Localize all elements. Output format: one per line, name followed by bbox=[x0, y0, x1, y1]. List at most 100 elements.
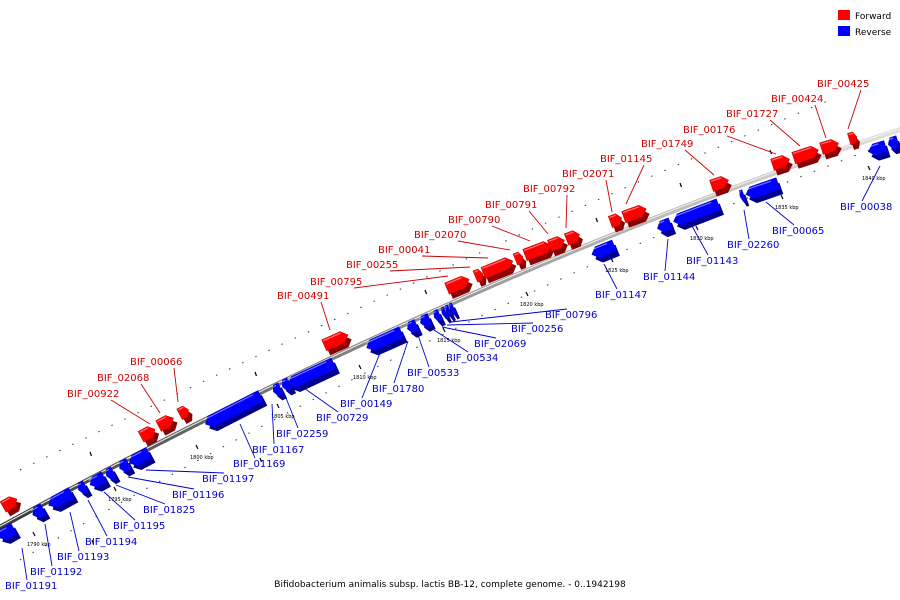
leader-bif-00038 bbox=[861, 165, 881, 202]
major-tick bbox=[254, 371, 258, 377]
gene-bif-01780[interactable] bbox=[405, 319, 423, 340]
scale-label-1835-kbp: 1835 kbp bbox=[775, 205, 799, 211]
gene-bif-00791[interactable] bbox=[547, 234, 570, 257]
gene-bif-02071[interactable] bbox=[607, 212, 627, 233]
gene-bif-00922[interactable] bbox=[137, 423, 162, 447]
gene-bif-00149[interactable] bbox=[364, 326, 408, 358]
gene-bif-01749[interactable] bbox=[709, 174, 734, 197]
gene-bif-02070[interactable] bbox=[512, 250, 528, 270]
label-bif-02071: BIF_02071 bbox=[562, 169, 614, 180]
scale-dots-upper bbox=[19, 99, 831, 471]
label-bif-00424: BIF_00424 bbox=[771, 94, 823, 105]
gene-layer bbox=[0, 131, 900, 548]
gene-bif-00041[interactable] bbox=[480, 255, 519, 284]
leader-bif-01194 bbox=[87, 499, 108, 537]
gene-bif-00796[interactable] bbox=[448, 302, 460, 320]
leader-bif-01192 bbox=[44, 523, 53, 567]
leader-bif-01197 bbox=[145, 469, 225, 474]
label-bif-02068: BIF_02068 bbox=[97, 373, 149, 384]
major-tick bbox=[424, 289, 428, 295]
label-bif-00534: BIF_00534 bbox=[446, 353, 498, 364]
gene-bif-02069[interactable] bbox=[440, 306, 452, 324]
scale-label-1790-kbp: 1790 kbp bbox=[27, 542, 51, 548]
gene-bif-00066[interactable] bbox=[176, 404, 195, 425]
gene-bif-01167[interactable] bbox=[271, 382, 288, 402]
label-bif-01143: BIF_01143 bbox=[686, 256, 738, 267]
label-bif-00255: BIF_00255 bbox=[346, 260, 398, 271]
gene-bif-00424[interactable] bbox=[819, 137, 844, 160]
gene-bif-02068[interactable] bbox=[155, 412, 181, 436]
major-tick bbox=[259, 457, 263, 463]
label-bif-00491: BIF_00491 bbox=[277, 291, 329, 302]
gene-bif-01169[interactable] bbox=[203, 390, 268, 435]
leader-bif-02069 bbox=[441, 326, 497, 339]
scale-tick-1790-kbp bbox=[32, 531, 36, 537]
gene-bif-02259[interactable] bbox=[280, 377, 297, 397]
gene-bif-01195[interactable] bbox=[87, 471, 111, 495]
gene-bif-00038[interactable] bbox=[867, 140, 891, 163]
scale-label-1800-kbp: 1800 kbp bbox=[190, 455, 214, 461]
gene-bif-00065[interactable] bbox=[744, 177, 784, 205]
leader-bif-01167 bbox=[271, 403, 275, 445]
leader-bif-00041 bbox=[421, 255, 489, 259]
label-bif-01195: BIF_01195 bbox=[113, 521, 165, 532]
label-bif-01194: BIF_01194 bbox=[85, 537, 137, 548]
gene-forward-edge[interactable] bbox=[0, 493, 24, 517]
scale-tick-1815-kbp bbox=[442, 327, 446, 333]
gene-bif-00533[interactable] bbox=[418, 313, 436, 334]
gene-bif-00425[interactable] bbox=[847, 131, 861, 151]
gene-bif-01194[interactable] bbox=[76, 480, 93, 500]
leader-bif-02260 bbox=[743, 209, 750, 240]
genome-caption: Bifidobacterium animalis subsp. lactis B… bbox=[274, 580, 626, 590]
gene-bif-01145[interactable] bbox=[621, 203, 652, 228]
leader-bif-02070 bbox=[457, 240, 511, 251]
gene-bif-02260[interactable] bbox=[738, 189, 750, 208]
gene-bif-00792[interactable] bbox=[563, 228, 585, 250]
major-tick bbox=[595, 217, 599, 223]
label-bif-00792: BIF_00792 bbox=[523, 184, 575, 195]
leader-bif-00791 bbox=[528, 210, 549, 235]
legend-forward-swatch bbox=[838, 10, 850, 20]
leader-bif-01825 bbox=[115, 484, 166, 505]
leader-bif-00533 bbox=[417, 334, 430, 368]
label-bif-02260: BIF_02260 bbox=[727, 240, 779, 251]
gene-bif-01825[interactable] bbox=[104, 466, 121, 486]
gene-bif-01191[interactable] bbox=[0, 522, 21, 548]
label-bif-00795: BIF_00795 bbox=[310, 277, 362, 288]
leader-bif-00729 bbox=[303, 387, 339, 413]
scale-label-1815-kbp: 1815 kbp bbox=[437, 338, 461, 344]
leader-bif-01727 bbox=[769, 119, 801, 147]
gene-bif-00491[interactable] bbox=[321, 329, 354, 356]
gene-bif-00729[interactable] bbox=[286, 357, 340, 395]
gene-bif-00176[interactable] bbox=[770, 153, 795, 176]
leader-bif-00176 bbox=[726, 135, 777, 155]
leader-bif-01144 bbox=[664, 238, 669, 272]
gene-bif-00790[interactable] bbox=[522, 239, 557, 266]
gene-bif-00795[interactable] bbox=[444, 273, 475, 299]
leader-bif-00792 bbox=[565, 194, 568, 229]
scale-label-1820-kbp: 1820 kbp bbox=[520, 302, 544, 308]
leader-bif-01145 bbox=[625, 164, 645, 205]
gene-bif-01727[interactable] bbox=[791, 144, 824, 169]
label-bif-01727: BIF_01727 bbox=[726, 109, 778, 120]
label-bif-01145: BIF_01145 bbox=[600, 154, 652, 165]
leader-bif-01169 bbox=[239, 423, 256, 459]
gene-bif-01144[interactable] bbox=[655, 217, 677, 239]
label-bif-00065: BIF_00065 bbox=[772, 226, 824, 237]
major-tick bbox=[679, 182, 683, 188]
leader-bif-01195 bbox=[103, 491, 136, 521]
gene-bif-00256[interactable] bbox=[444, 304, 456, 322]
leader-bif-00491 bbox=[320, 301, 331, 331]
gene-bif-01192[interactable] bbox=[30, 503, 51, 525]
gene-bif-01147[interactable] bbox=[590, 239, 620, 265]
gene-bif-01196[interactable] bbox=[117, 458, 136, 479]
scale-label-1825-kbp: 1825 kbp bbox=[605, 268, 629, 274]
scale-label-1805-kbp: 1805 kbp bbox=[271, 414, 295, 420]
gene-bif-00534[interactable] bbox=[432, 308, 446, 328]
gene-bif-01143[interactable] bbox=[671, 198, 724, 232]
gene-bif-01197[interactable] bbox=[126, 447, 156, 474]
gene-bif-00255[interactable] bbox=[472, 267, 489, 287]
scale-layer: 1790 kbp 1795 kbp 1800 kbp 1805 kbp 1810 kbp… bbox=[27, 149, 886, 548]
gene-bif-01193[interactable] bbox=[46, 487, 79, 516]
scale-label-1830-kbp: 1830 kbp bbox=[690, 236, 714, 242]
